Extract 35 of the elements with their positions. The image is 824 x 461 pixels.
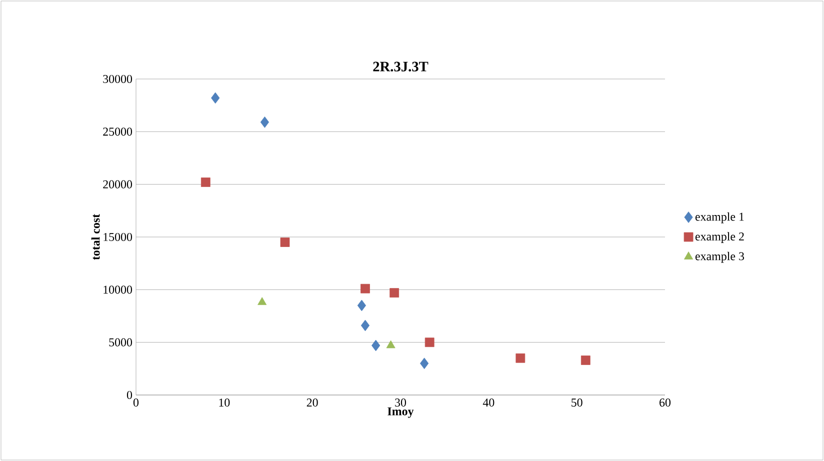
x-tick-label: 10 xyxy=(219,398,230,407)
legend-label: example 1 xyxy=(695,212,744,224)
chart-title: 2R.3J.3T xyxy=(373,62,428,72)
x-tick-label: 30 xyxy=(395,398,406,407)
point xyxy=(516,353,526,363)
point xyxy=(260,116,270,128)
point xyxy=(211,92,220,104)
point xyxy=(420,358,429,370)
y-tick-label: 15000 xyxy=(104,232,132,242)
y-tick-label: 20000 xyxy=(103,180,132,188)
y-tick-label: 10000 xyxy=(104,286,132,294)
x-tick-label: 20 xyxy=(306,398,318,407)
x-tick-label: 60 xyxy=(660,398,671,407)
point xyxy=(357,300,366,312)
point xyxy=(386,340,396,348)
y-axis-title: total cost xyxy=(91,214,100,260)
point xyxy=(390,288,400,298)
point xyxy=(280,238,290,247)
x-tick-label: 40 xyxy=(482,398,494,407)
point xyxy=(580,356,590,365)
point xyxy=(360,320,370,332)
legend-label: example 3 xyxy=(695,252,744,263)
y-tick-label: 5000 xyxy=(109,338,132,346)
legend-label: example 2 xyxy=(695,232,744,243)
point xyxy=(200,178,210,187)
point xyxy=(424,338,434,348)
x-tick-label: 0 xyxy=(133,398,139,407)
y-tick-label: 25000 xyxy=(103,128,132,136)
y-tick-label: 30000 xyxy=(103,74,132,84)
point xyxy=(258,297,267,305)
x-axis-title: Imoy xyxy=(388,407,414,418)
point xyxy=(372,340,380,352)
x-tick-label: 50 xyxy=(572,398,582,407)
point xyxy=(360,284,370,294)
y-tick-label: 0 xyxy=(126,390,132,400)
